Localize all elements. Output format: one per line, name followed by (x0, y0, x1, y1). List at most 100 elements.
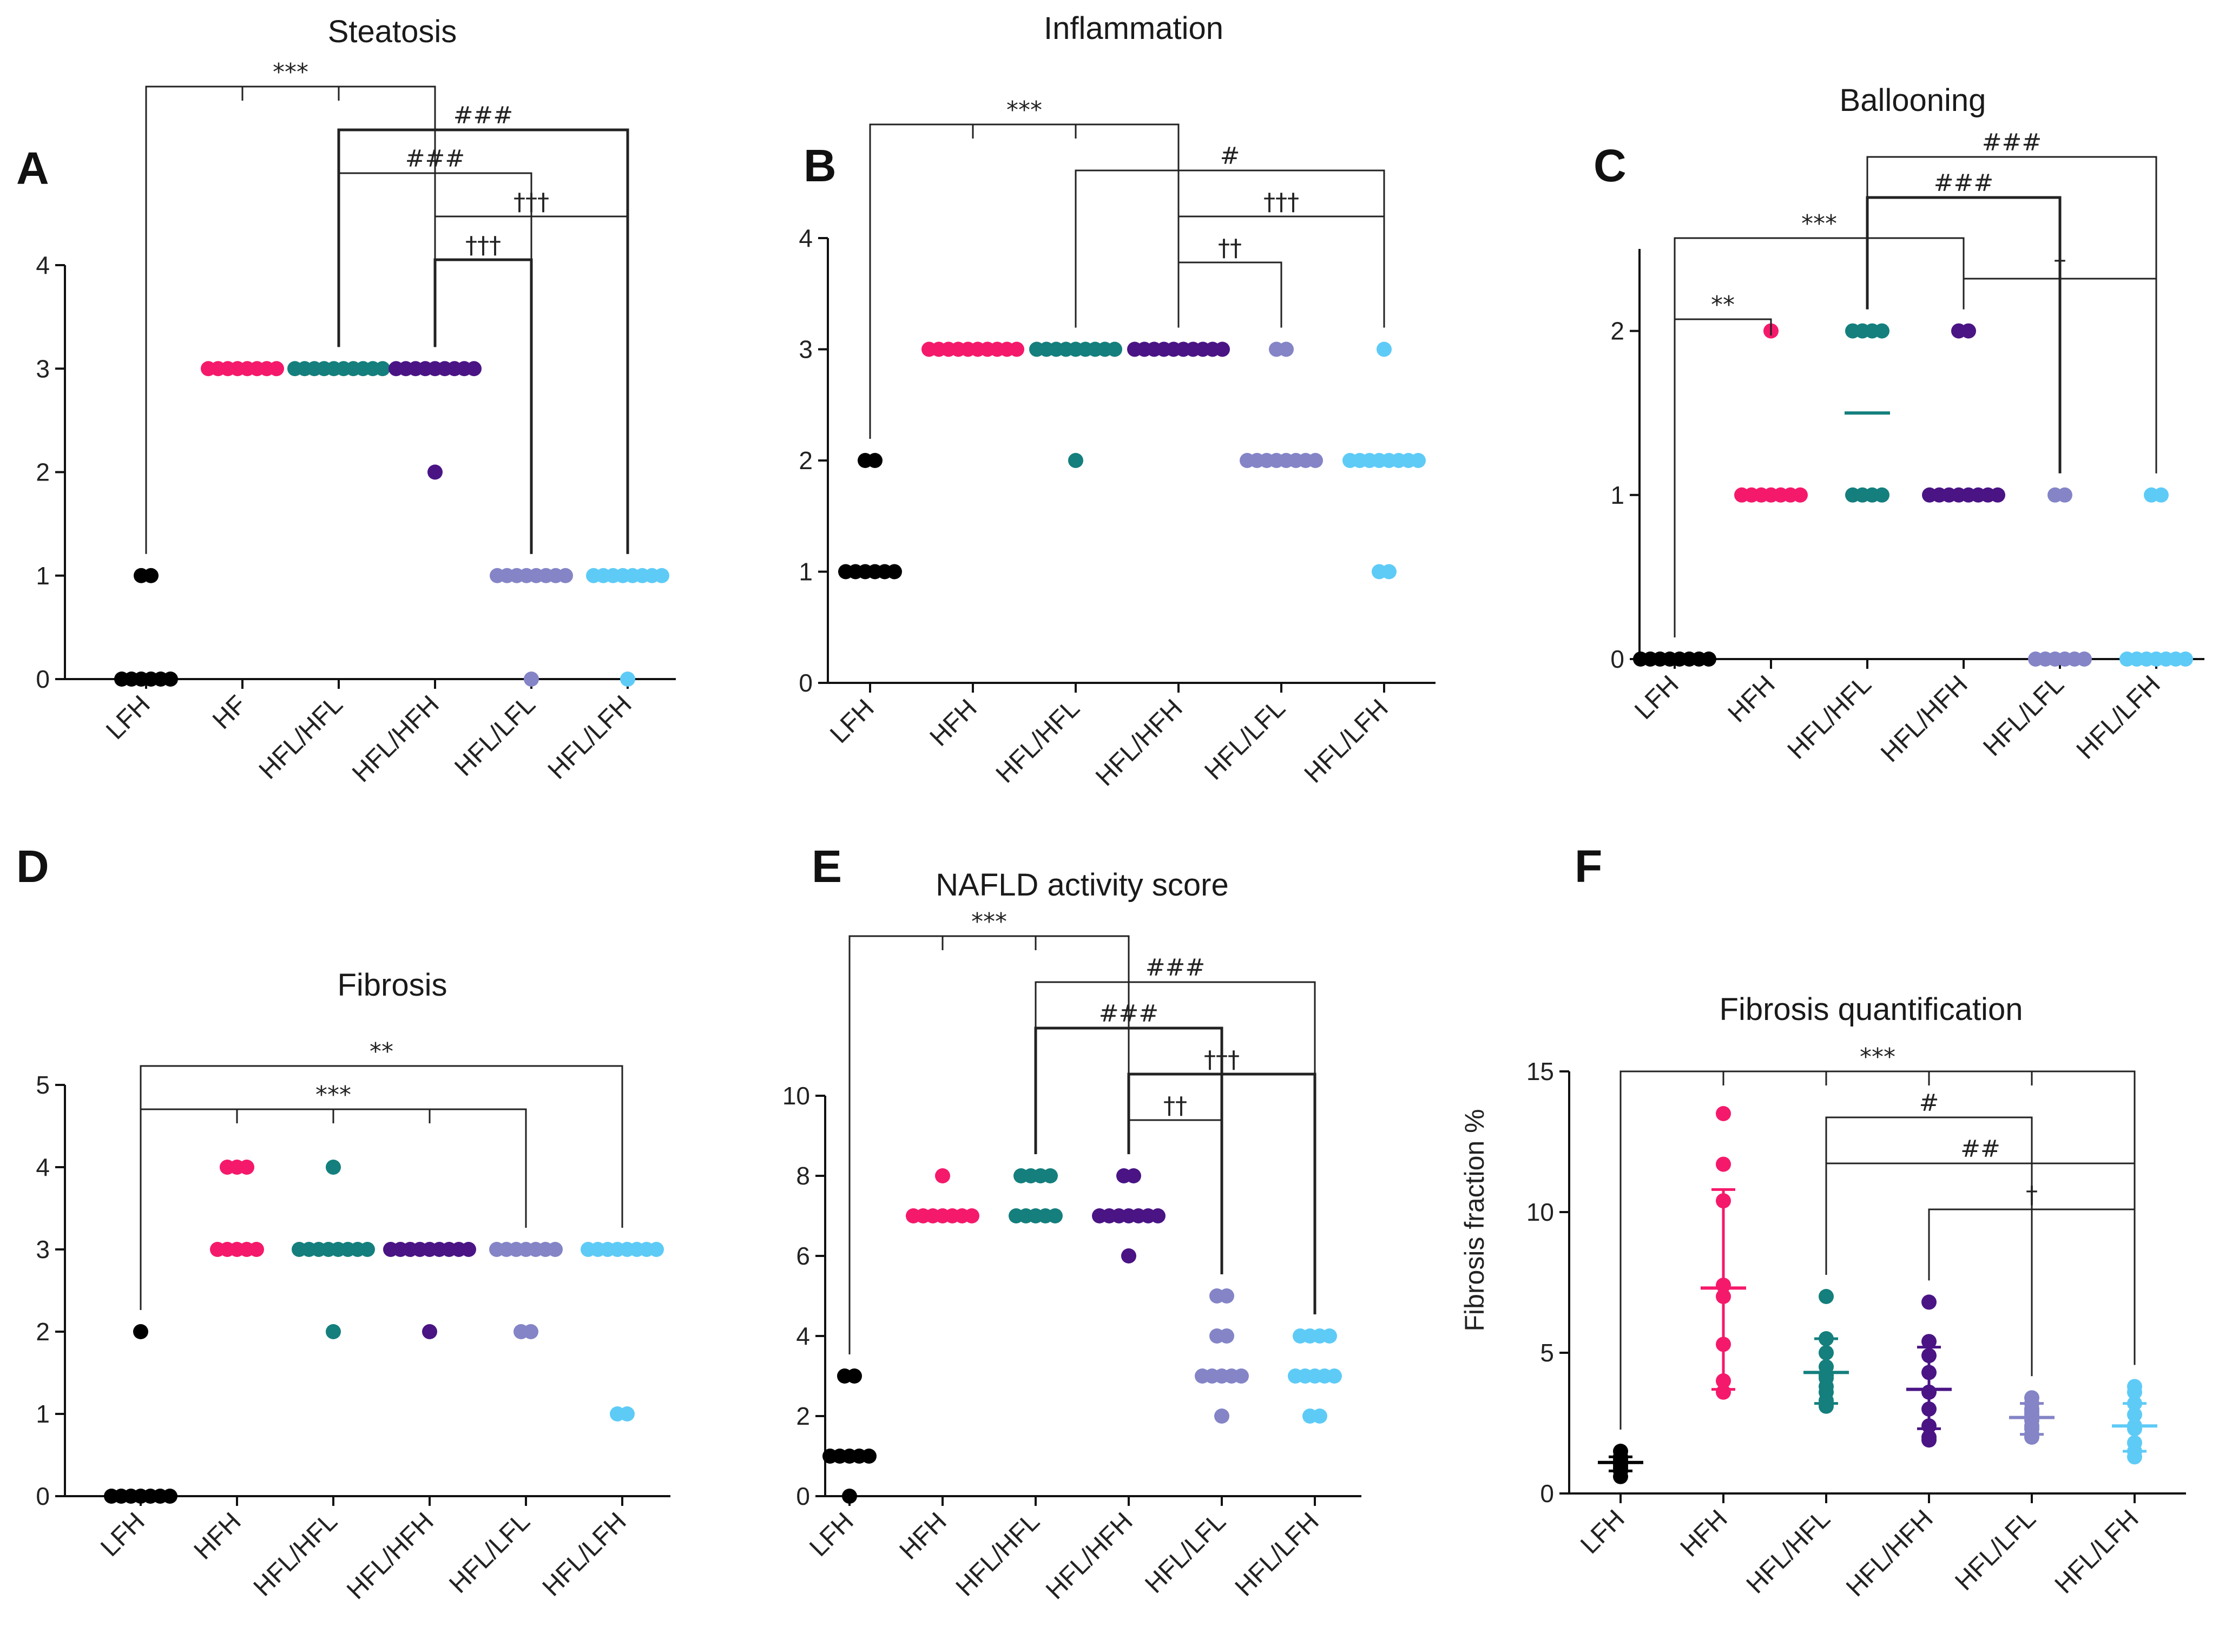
panel-label-F: F (1575, 841, 1602, 892)
data-point (842, 1489, 857, 1504)
panel-label-D: D (16, 841, 49, 892)
x-tick-label: HFL/LFH (543, 690, 637, 785)
y-tick-label: 6 (796, 1242, 810, 1270)
panel-D: D Fibrosis (16, 841, 447, 1003)
data-point (1308, 453, 1323, 468)
panel-label-E: E (812, 841, 842, 892)
x-tick-label: LFH (1629, 670, 1684, 725)
data-point (654, 568, 669, 583)
data-point (1107, 341, 1122, 357)
data-point (1219, 1328, 1234, 1344)
panel-label-C: C (1594, 140, 1627, 191)
significance-label: ††† (465, 232, 501, 259)
data-point (524, 672, 539, 687)
panel-A: A Steatosis (16, 14, 457, 194)
significance-label: ### (1934, 169, 1994, 197)
significance-bracket (1963, 278, 2157, 473)
panel-E: E NAFLD activity score (812, 841, 1229, 903)
data-point (1068, 453, 1083, 468)
significance-label: *** (273, 58, 308, 86)
x-tick-label: HFL/LFL (449, 690, 541, 782)
x-tick-label: HFL/LFH (2071, 670, 2166, 765)
significance-bracket (1619, 1070, 2136, 1430)
data-point (162, 1489, 177, 1504)
data-point (558, 568, 573, 583)
significance-bracket (140, 1065, 623, 1310)
data-point (1874, 487, 1889, 503)
significance-label: ††† (1204, 1046, 1240, 1074)
significance-bracket (433, 258, 533, 554)
significance-bracket (848, 935, 1130, 1354)
x-tick-label: HFH (894, 1507, 952, 1565)
significance-label: ### (453, 102, 513, 129)
y-tick-label: 5 (1540, 1339, 1554, 1367)
significance-bracket (140, 1108, 527, 1310)
y-tick-label: 4 (36, 251, 50, 279)
x-tick-label: LFH (825, 694, 880, 749)
x-tick-label: HFL/LFH (537, 1507, 632, 1602)
x-tick-label: HFL/HFH (1090, 694, 1188, 792)
panel-title-A: Steatosis (328, 14, 457, 49)
significance-label: *** (1860, 1043, 1895, 1071)
y-tick-label: 4 (796, 1322, 810, 1350)
data-point (1215, 341, 1230, 357)
x-tick-label: HFL/HFH (347, 690, 445, 788)
panel-title-E: NAFLD activity score (936, 867, 1228, 903)
x-tick-label: HFL/HFL (248, 1507, 343, 1602)
y-tick-label: 2 (36, 1318, 50, 1346)
data-point (1961, 323, 1976, 339)
data-point (2178, 651, 2193, 667)
chart-B: 0 1 2 3 4 LFH HFH HFL/HFL HFL/HFH HFL/LFL HFL/LFH *… (799, 96, 1436, 792)
significance-label: ### (1145, 954, 1206, 982)
panel-C: C Ballooning (1594, 83, 1986, 191)
significance-label: † (2054, 251, 2066, 278)
data-point (1214, 1409, 1229, 1424)
x-tick-label: HFL/HFL (991, 694, 1085, 788)
data-point (133, 1324, 148, 1339)
y-tick-label: 2 (799, 446, 813, 475)
significance-bracket (145, 85, 436, 554)
data-point (326, 1324, 341, 1339)
data-point (326, 1160, 341, 1175)
panel-title-C: Ballooning (1840, 83, 1986, 118)
data-point (269, 361, 284, 377)
x-tick-label: HF (207, 690, 252, 735)
significance-bracket (1866, 196, 2062, 473)
x-tick-label: HFL/HFH (1841, 1504, 1939, 1602)
x-tick-label: HFH (1675, 1504, 1733, 1562)
data-point (1312, 1409, 1327, 1424)
panel-label-B: B (804, 140, 837, 191)
x-tick-label: HFL/HFH (1875, 670, 1973, 768)
significance-label: *** (315, 1081, 351, 1109)
y-tick-label: 0 (36, 1482, 50, 1510)
significance-bracket (337, 128, 629, 554)
significance-label: # (1220, 142, 1240, 170)
y-axis-label-F: Fibrosis fraction % (1459, 1109, 1490, 1331)
y-tick-label: 15 (1526, 1057, 1554, 1085)
y-tick-label: 1 (36, 1400, 50, 1428)
x-tick-label: HFL/LFL (444, 1507, 536, 1599)
x-tick-label: HFH (189, 1507, 247, 1565)
y-tick-label: 0 (796, 1482, 810, 1510)
x-tick-label: HFL/HFL (951, 1507, 1045, 1602)
y-tick-label: 10 (1526, 1198, 1554, 1226)
significance-label: *** (971, 908, 1007, 936)
significance-bracket (1128, 1119, 1223, 1274)
significance-bracket (1866, 156, 2157, 473)
data-point (1716, 1106, 1731, 1121)
y-tick-label: 0 (1610, 645, 1624, 673)
y-tick-label: 1 (799, 558, 813, 586)
data-point (1043, 1168, 1058, 1183)
data-point (964, 1208, 979, 1223)
x-tick-label: HFL/HFL (1741, 1504, 1836, 1599)
data-point (1990, 487, 2005, 503)
x-tick-label: HFL/LFL (1978, 670, 2070, 762)
data-point (861, 1449, 877, 1464)
significance-bracket (1825, 1162, 2136, 1365)
x-tick-label: LFH (1575, 1504, 1630, 1559)
significance-bracket (1674, 318, 1772, 637)
data-point (887, 564, 902, 580)
data-point (375, 361, 390, 377)
